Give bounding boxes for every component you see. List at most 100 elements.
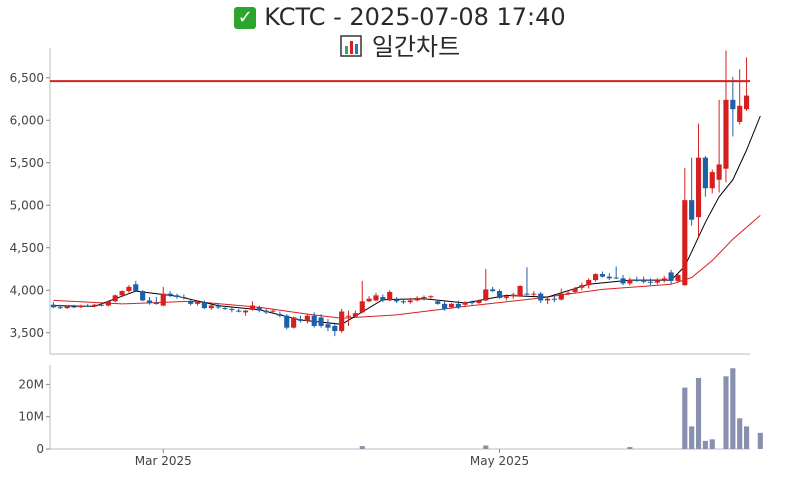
chart-title: ✓ KCTC - 2025-07-08 17:40 [0, 2, 800, 32]
candle-body [71, 306, 77, 308]
volume-bar [483, 445, 489, 449]
candle-body [366, 298, 372, 302]
candle-body [407, 300, 413, 303]
price-tick-label: 4,000 [10, 283, 44, 297]
candle-body [291, 317, 297, 328]
candle-body [503, 296, 509, 298]
price-panel: 3,500 4,000 4,500 5,000 5,500 6,000 6,500 [10, 48, 761, 355]
candle-body [263, 310, 269, 313]
candle-body [167, 293, 173, 296]
candle-body [517, 286, 523, 297]
candle-body [428, 296, 434, 298]
volume-bar [730, 368, 736, 449]
candle-body [112, 295, 118, 302]
candle-body [78, 305, 84, 308]
candle-body [359, 301, 365, 313]
volume-bar [695, 377, 702, 449]
candle-body [140, 291, 146, 301]
volume-bar [737, 418, 743, 449]
price-tick-label: 5,500 [10, 156, 44, 170]
candle-body [730, 99, 736, 110]
candle-body [586, 280, 592, 286]
candle-body [229, 308, 235, 310]
candle-body [737, 105, 743, 122]
candle-body [544, 298, 551, 301]
candle-body [538, 293, 544, 301]
candle-body [277, 314, 283, 316]
candle-body [153, 303, 159, 304]
candle-body [695, 157, 702, 218]
candle-body [284, 315, 290, 328]
ma-long-line [53, 215, 761, 319]
candle-body [702, 157, 708, 189]
candle-body [256, 307, 262, 311]
candle-body [208, 305, 214, 309]
candle-body [675, 274, 681, 281]
volume-panel: 0 10M 20M [18, 365, 763, 456]
candle-body [119, 291, 125, 296]
candle-body [496, 291, 503, 298]
candle-body [490, 289, 496, 292]
volume-bar [702, 440, 708, 449]
candle-body [249, 305, 256, 310]
bar-chart-icon [340, 35, 362, 57]
candle-body [421, 297, 427, 299]
candle-body [579, 285, 585, 288]
candle-body [105, 301, 111, 306]
volume-tick-label: 10M [18, 410, 44, 424]
price-tick-label: 5,000 [10, 198, 44, 212]
candle-body [270, 310, 276, 312]
candle-body [393, 299, 400, 302]
candle-body [57, 307, 63, 309]
candle-body [352, 313, 358, 317]
volume-bar [723, 376, 729, 449]
candle-body [92, 304, 98, 307]
volume-tick-label: 0 [36, 442, 44, 456]
candle-body [654, 280, 660, 283]
candle-body [572, 288, 578, 292]
volume-bar [689, 426, 695, 449]
candle-body [462, 302, 468, 305]
candle-body [709, 172, 715, 189]
candle-body [524, 293, 530, 295]
candle-body [551, 298, 557, 300]
price-tick-label: 6,000 [10, 113, 44, 127]
candle-body [236, 310, 242, 312]
chart-title-text: KCTC - 2025-07-08 17:40 [264, 3, 566, 31]
candle-body [400, 301, 407, 303]
volume-bar [682, 387, 688, 449]
candle-body [174, 295, 180, 298]
candle-body [64, 306, 70, 309]
candle-body [435, 301, 441, 304]
candle-body [339, 311, 345, 332]
candle-body [620, 278, 626, 284]
candle-body [126, 286, 132, 292]
candle-body [661, 278, 667, 281]
candle-body [606, 276, 612, 279]
candle-body [325, 324, 331, 328]
candle-body [387, 291, 393, 301]
candle-body [627, 280, 633, 284]
candle-body [345, 315, 352, 317]
candle-body [222, 308, 228, 310]
candle-body [723, 99, 729, 169]
candle-body [85, 305, 91, 307]
volume-bar [743, 426, 750, 449]
candle-body [510, 294, 516, 297]
candle-body [469, 302, 475, 304]
volume-bar [709, 439, 715, 449]
candle-body [634, 280, 640, 282]
candle-body [531, 293, 537, 295]
candle-body [215, 306, 221, 308]
candle-body [483, 289, 489, 301]
candle-body [455, 303, 461, 308]
candle-body [188, 301, 194, 304]
volume-tick-label: 20M [18, 377, 44, 391]
candle-body [613, 277, 619, 279]
candle-body [201, 302, 207, 309]
candle-body [716, 164, 722, 180]
candle-body [414, 297, 420, 301]
candle-body [641, 280, 647, 282]
